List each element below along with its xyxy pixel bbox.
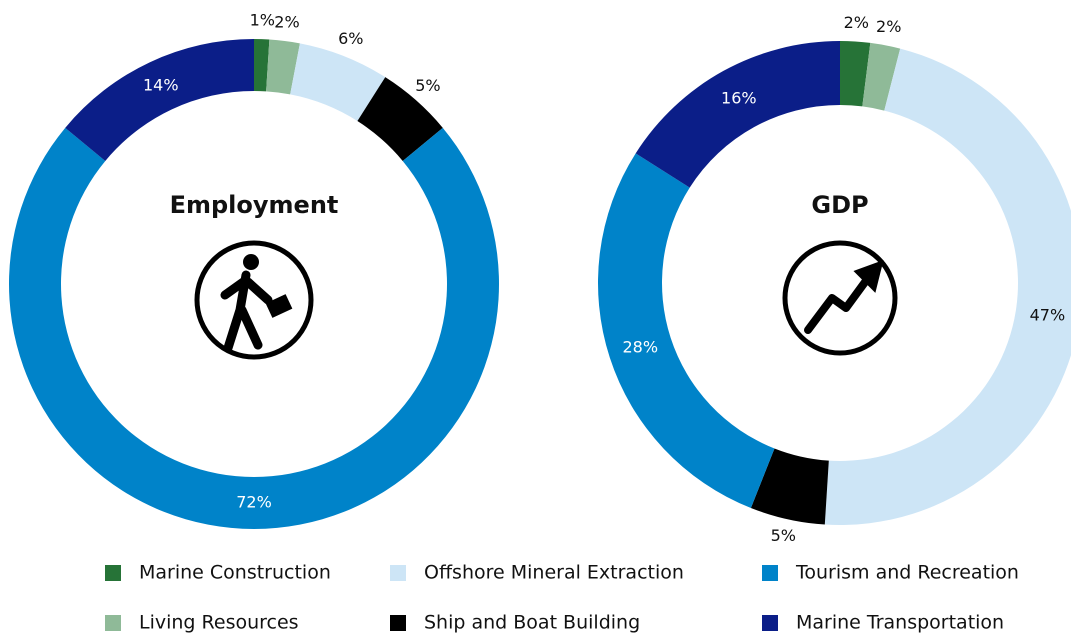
chart-title: GDP: [811, 191, 868, 219]
donut-segment: [254, 39, 270, 92]
value-label: 6%: [338, 29, 363, 48]
value-label: 14%: [143, 75, 179, 94]
value-label: 5%: [415, 76, 440, 95]
donut-segment: [357, 77, 443, 161]
value-label: 2%: [274, 13, 299, 32]
donut-segment: [750, 448, 829, 525]
value-label: 47%: [1030, 305, 1066, 324]
legend-swatch: [762, 565, 778, 581]
legend-label: Tourism and Recreation: [795, 562, 1019, 584]
donut-segment: [824, 48, 1071, 525]
legend-label: Offshore Mineral Extraction: [424, 562, 684, 584]
value-label: 16%: [721, 88, 757, 107]
chart-title: Employment: [170, 191, 339, 219]
donut-segment: [840, 41, 871, 107]
donut-segment: [65, 39, 254, 161]
donut-segment: [8, 127, 499, 530]
value-label: 72%: [236, 493, 272, 512]
gdp-icon: [782, 240, 898, 356]
value-label: 2%: [844, 13, 869, 32]
employment-icon: [194, 240, 314, 360]
legend-label: Ship and Boat Building: [424, 612, 640, 634]
donut-segment: [598, 153, 775, 509]
legend-label: Marine Construction: [139, 562, 331, 584]
donut-segment: [290, 43, 386, 122]
legend-swatch: [105, 615, 121, 631]
legend-label: Marine Transportation: [796, 612, 1004, 634]
value-label: 28%: [622, 337, 658, 356]
legend-label: Living Resources: [139, 612, 299, 634]
legend-swatch: [105, 565, 121, 581]
value-label: 5%: [771, 526, 796, 545]
legend-swatch: [762, 615, 778, 631]
donut-segment: [862, 42, 901, 111]
value-label: 2%: [876, 17, 901, 36]
legend-swatch: [390, 565, 406, 581]
donut-segment: [266, 39, 300, 95]
donut-segment: [635, 40, 840, 188]
legend-swatch: [390, 615, 406, 631]
value-label: 1%: [250, 11, 275, 30]
